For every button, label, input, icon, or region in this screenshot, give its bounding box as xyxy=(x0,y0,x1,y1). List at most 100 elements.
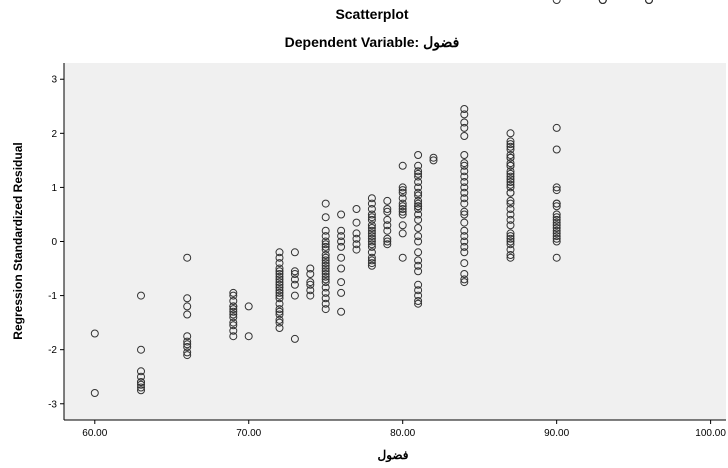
data-point xyxy=(352,205,361,213)
data-point xyxy=(229,318,238,327)
data-point xyxy=(321,232,330,241)
data-point xyxy=(321,237,330,246)
data-point xyxy=(367,240,376,249)
data-point xyxy=(460,237,469,246)
data-point xyxy=(337,242,346,251)
data-point xyxy=(383,205,392,213)
data-point xyxy=(552,213,561,222)
data-point xyxy=(398,186,407,195)
data-point xyxy=(414,267,423,276)
data-point xyxy=(506,169,515,178)
data-point xyxy=(290,275,299,284)
data-point xyxy=(275,288,284,297)
data-point xyxy=(367,221,376,230)
data-point xyxy=(414,172,423,181)
data-point xyxy=(383,221,392,230)
data-point xyxy=(321,299,330,308)
data-point xyxy=(506,159,515,168)
data-point xyxy=(321,245,330,254)
data-points xyxy=(90,0,653,397)
data-point xyxy=(506,253,515,262)
data-point xyxy=(367,194,376,203)
data-point xyxy=(398,183,407,192)
data-point xyxy=(460,194,469,203)
data-point xyxy=(506,153,515,162)
data-point xyxy=(321,199,330,208)
data-point xyxy=(460,118,469,127)
data-point xyxy=(244,332,253,341)
data-point xyxy=(414,297,423,305)
data-point xyxy=(352,245,361,254)
data-point xyxy=(275,278,284,287)
data-point xyxy=(367,224,376,232)
data-point xyxy=(244,302,253,311)
data-point xyxy=(275,275,284,284)
data-point xyxy=(506,240,515,249)
data-point xyxy=(137,291,145,300)
x-axis-ticks: 60.00 70.00 80.00 90.00 100.00 xyxy=(82,420,726,439)
data-point xyxy=(183,310,192,319)
data-point xyxy=(398,205,407,213)
data-point xyxy=(137,378,145,387)
data-point xyxy=(321,240,330,249)
data-point xyxy=(229,288,238,297)
data-point xyxy=(229,302,238,311)
data-point xyxy=(460,110,469,119)
data-point xyxy=(337,278,346,287)
data-point xyxy=(506,151,515,159)
data-point xyxy=(183,332,192,341)
y-tick-label: 1 xyxy=(51,183,57,194)
data-point xyxy=(275,253,284,262)
data-point xyxy=(506,145,515,154)
data-point xyxy=(275,264,284,273)
data-point xyxy=(414,248,423,257)
data-point xyxy=(367,261,376,270)
data-point xyxy=(552,0,561,4)
data-point xyxy=(90,389,99,397)
data-point xyxy=(352,234,361,243)
data-point xyxy=(275,294,284,303)
data-point xyxy=(306,291,315,300)
y-tick-label: 0 xyxy=(51,237,57,248)
chart-subtitle: Dependent Variable: فضول xyxy=(285,34,460,51)
data-point xyxy=(137,386,145,395)
data-point xyxy=(183,340,192,349)
data-point xyxy=(229,321,238,330)
data-point xyxy=(367,205,376,213)
data-point xyxy=(552,253,561,262)
x-axis-label: فضول xyxy=(377,448,408,463)
data-point xyxy=(460,199,469,208)
data-point xyxy=(506,234,515,243)
data-point xyxy=(414,188,423,197)
data-point xyxy=(460,242,469,251)
data-point xyxy=(506,140,515,149)
y-tick-label: -3 xyxy=(48,399,57,410)
data-point xyxy=(290,291,299,300)
data-point xyxy=(275,283,284,292)
data-point xyxy=(460,188,469,197)
data-point xyxy=(321,267,330,276)
data-point xyxy=(460,207,469,216)
data-point xyxy=(275,318,284,327)
data-point xyxy=(552,202,561,211)
data-point xyxy=(275,286,284,295)
y-tick-label: 2 xyxy=(51,129,57,140)
data-point xyxy=(275,315,284,324)
data-point xyxy=(414,183,423,192)
data-point xyxy=(290,270,299,278)
data-point xyxy=(460,123,469,132)
y-axis-ticks: -3 -2 -1 0 1 2 3 xyxy=(48,75,64,410)
data-point xyxy=(460,132,469,140)
data-point xyxy=(506,205,515,213)
data-point xyxy=(183,302,192,311)
data-point xyxy=(414,161,423,170)
data-point xyxy=(552,210,561,219)
data-point xyxy=(552,232,561,241)
data-point xyxy=(367,210,376,219)
data-point xyxy=(275,307,284,316)
data-point xyxy=(460,151,469,159)
data-point xyxy=(506,172,515,181)
data-point xyxy=(321,226,330,235)
data-point xyxy=(229,297,238,305)
data-point xyxy=(460,278,469,287)
